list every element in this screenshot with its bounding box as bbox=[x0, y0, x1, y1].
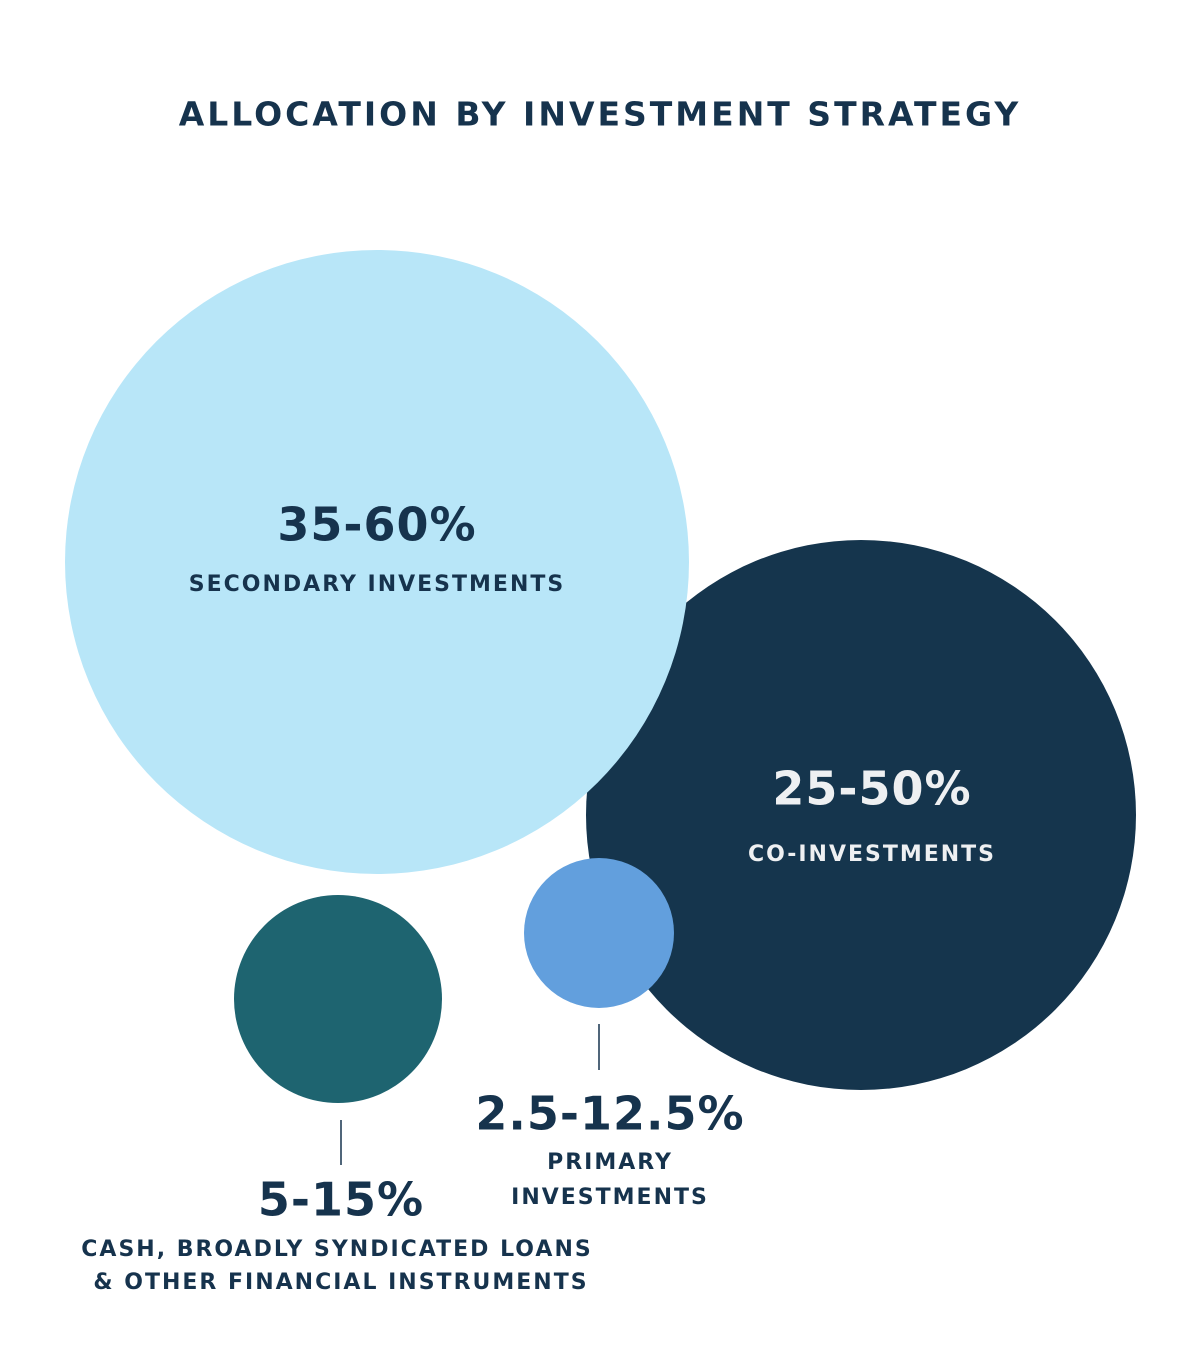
primary-circle bbox=[524, 858, 674, 1008]
label: INVESTMENTS bbox=[511, 1185, 709, 1210]
label: CASH, BROADLY SYNDICATED LOANS bbox=[81, 1237, 592, 1262]
co-investments-circle bbox=[586, 540, 1136, 1090]
range: 35-60% bbox=[277, 498, 476, 552]
title: ALLOCATION BY INVESTMENT STRATEGY bbox=[179, 95, 1022, 134]
range: 5-15% bbox=[258, 1173, 424, 1227]
label: PRIMARY bbox=[547, 1150, 673, 1175]
label: & OTHER FINANCIAL INSTRUMENTS bbox=[93, 1270, 588, 1295]
range: 25-50% bbox=[772, 762, 971, 816]
range: 2.5-12.5% bbox=[475, 1087, 744, 1141]
label: SECONDARY INVESTMENTS bbox=[189, 572, 565, 597]
cash-circle bbox=[234, 895, 442, 1103]
label: CO-INVESTMENTS bbox=[748, 842, 996, 867]
secondary-circle bbox=[65, 250, 689, 874]
